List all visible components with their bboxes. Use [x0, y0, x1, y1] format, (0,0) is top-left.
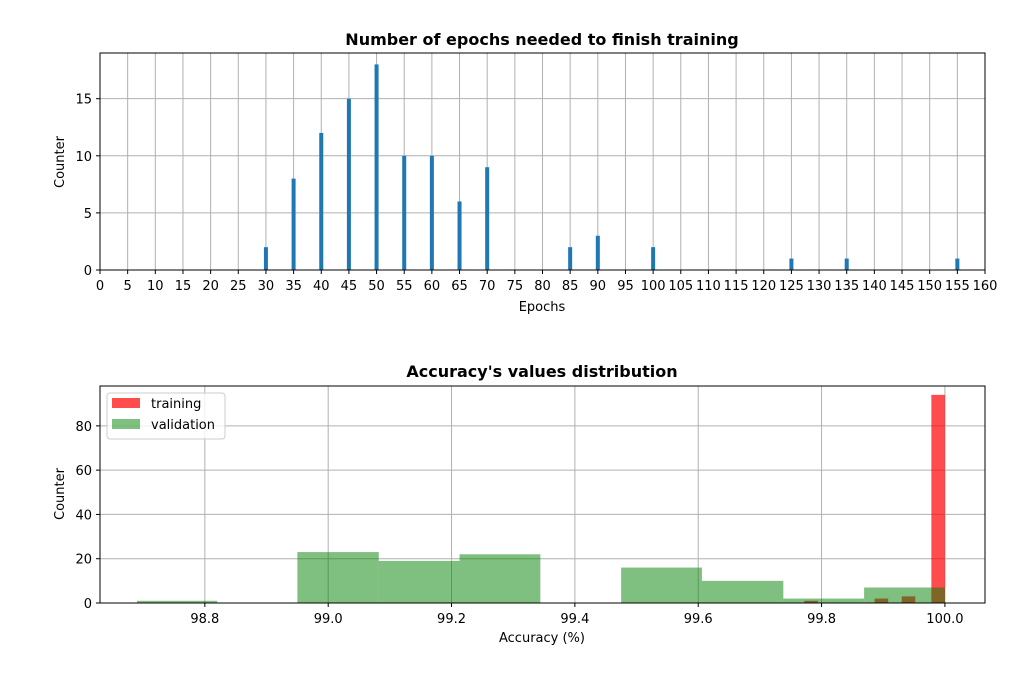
validation-histogram-bar	[378, 560, 460, 603]
epochs-bar	[457, 201, 462, 270]
x-tick-label: 160	[973, 279, 998, 294]
x-tick-label: 99.2	[437, 612, 466, 627]
x-tick-label: 130	[807, 279, 832, 294]
epochs-bar	[955, 258, 960, 270]
validation-histogram-bar	[864, 587, 945, 603]
x-tick-label: 99.8	[807, 612, 836, 627]
x-tick-label: 40	[313, 279, 330, 294]
x-tick-label: 135	[834, 279, 859, 294]
epochs-bar	[595, 235, 600, 270]
y-tick-label: 10	[75, 150, 92, 165]
x-tick-label: 140	[862, 279, 887, 294]
x-tick-label: 45	[341, 279, 358, 294]
epochs-bar	[485, 167, 490, 270]
x-tick-label: 65	[451, 279, 468, 294]
y-tick-label: 80	[75, 420, 92, 435]
validation-histogram-bar	[701, 580, 784, 603]
accuracy-chart-bars	[137, 394, 945, 603]
validation-histogram-bar	[297, 552, 379, 603]
x-tick-label: 70	[479, 279, 496, 294]
epochs-bar	[263, 247, 268, 270]
legend-label-validation: validation	[151, 418, 215, 433]
x-tick-label: 155	[945, 279, 970, 294]
x-tick-label: 105	[668, 279, 693, 294]
epochs-chart-x-ticks: 0 5 10 15 20 25 30 35 40 45 50 55 60 65 70 75 80 85 90 95 10…	[96, 270, 998, 294]
x-tick-label: 30	[258, 279, 275, 294]
x-tick-label: 99.4	[560, 612, 589, 627]
y-tick-label: 40	[75, 508, 92, 523]
epochs-chart-y-ticks: 0 5 10 15	[75, 93, 100, 279]
epochs-bar	[346, 98, 351, 271]
x-tick-label: 100	[641, 279, 666, 294]
epochs-bar	[844, 258, 849, 270]
accuracy-chart-frame	[99, 385, 986, 604]
epochs-bar	[568, 247, 573, 270]
epochs-chart: Number of epochs needed to finish traini…	[53, 30, 997, 315]
accuracy-chart-x-ticks: 98.8 99.0 99.2 99.4 99.6 99.8 100.0	[190, 603, 964, 627]
y-tick-label: 15	[75, 93, 92, 108]
validation-histogram-bar	[459, 554, 541, 603]
epochs-bar	[291, 178, 296, 270]
x-tick-label: 120	[751, 279, 776, 294]
y-tick-label: 0	[84, 264, 92, 279]
validation-histogram-bar	[783, 598, 865, 603]
x-tick-label: 60	[424, 279, 441, 294]
legend-swatch-training	[112, 398, 140, 408]
legend-swatch-validation	[112, 419, 140, 429]
x-tick-label: 55	[396, 279, 413, 294]
epochs-chart-x-axis-label: Epochs	[519, 300, 566, 315]
x-tick-label: 35	[285, 279, 302, 294]
x-tick-label: 5	[124, 279, 132, 294]
y-tick-label: 0	[84, 597, 92, 612]
x-tick-label: 100.0	[926, 612, 963, 627]
x-tick-label: 85	[562, 279, 579, 294]
validation-histogram-bar	[621, 567, 702, 603]
accuracy-chart-x-axis-label: Accuracy (%)	[499, 631, 585, 646]
x-tick-label: 0	[96, 279, 104, 294]
accuracy-chart: Accuracy's values distribution 98.8 99.0 9…	[53, 362, 986, 646]
epochs-bar	[374, 64, 379, 270]
x-tick-label: 90	[590, 279, 607, 294]
x-tick-label: 80	[534, 279, 551, 294]
x-tick-label: 115	[724, 279, 749, 294]
accuracy-chart-y-axis-label: Counter	[53, 467, 68, 520]
x-tick-label: 25	[230, 279, 247, 294]
legend: training validation	[106, 392, 226, 440]
x-tick-label: 75	[507, 279, 524, 294]
y-tick-label: 20	[75, 553, 92, 568]
accuracy-chart-y-ticks: 0 20 40 60 80	[75, 420, 100, 612]
epochs-bar	[319, 132, 324, 270]
epochs-bar	[789, 258, 794, 270]
x-tick-label: 150	[917, 279, 942, 294]
x-tick-label: 95	[617, 279, 634, 294]
x-tick-label: 98.8	[190, 612, 219, 627]
legend-label-training: training	[151, 397, 201, 412]
x-tick-label: 125	[779, 279, 804, 294]
epochs-bar	[651, 247, 656, 270]
x-tick-label: 20	[202, 279, 219, 294]
x-tick-label: 145	[890, 279, 915, 294]
epochs-bar	[429, 155, 434, 270]
x-tick-label: 15	[175, 279, 192, 294]
y-tick-label: 5	[84, 207, 92, 222]
training-histogram-bar	[931, 394, 945, 603]
epochs-chart-title: Number of epochs needed to finish traini…	[345, 30, 738, 49]
x-tick-label: 110	[696, 279, 721, 294]
accuracy-chart-title: Accuracy's values distribution	[406, 362, 677, 381]
epochs-chart-bars	[263, 64, 960, 271]
validation-histogram-bar	[137, 600, 218, 603]
x-tick-label: 10	[147, 279, 164, 294]
x-tick-label: 50	[368, 279, 385, 294]
x-tick-label: 99.6	[684, 612, 713, 627]
y-tick-label: 60	[75, 464, 92, 479]
epochs-bar	[402, 155, 407, 270]
x-tick-label: 99.0	[314, 612, 343, 627]
epochs-chart-y-axis-label: Counter	[53, 135, 68, 188]
